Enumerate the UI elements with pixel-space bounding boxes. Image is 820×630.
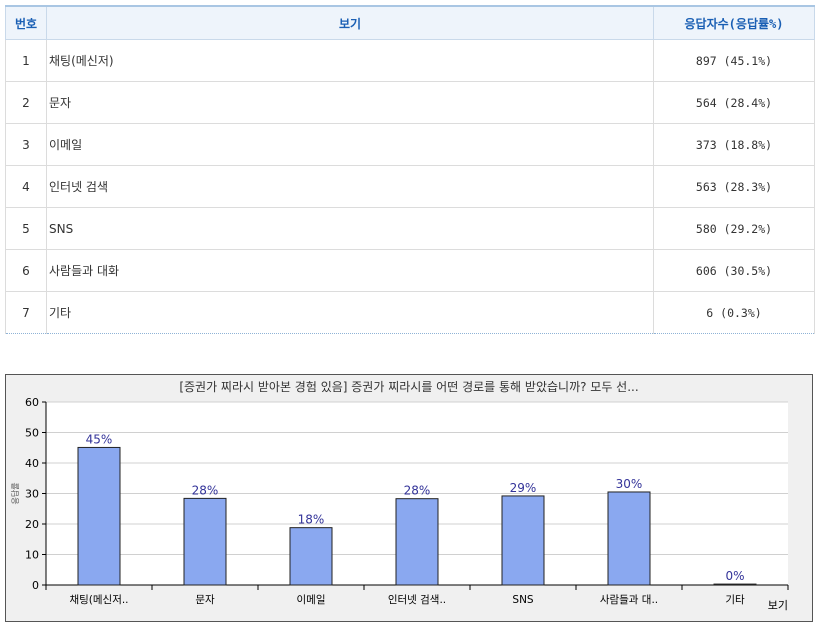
x-tick-label: 문자 — [195, 594, 215, 606]
table-row: 5 SNS 580 (29.2%) — [5, 207, 815, 250]
row-responses: 563 (28.3%) — [653, 165, 815, 208]
row-num: 1 — [5, 39, 47, 82]
x-tick-label: 기타 — [725, 594, 745, 606]
row-option: 사람들과 대화 — [46, 249, 654, 292]
row-option: 인터넷 검색 — [46, 165, 654, 208]
bar — [183, 497, 227, 586]
row-num: 5 — [5, 207, 47, 250]
bar — [607, 491, 651, 586]
bar-value-label: 30% — [616, 477, 643, 491]
bar-value-label: 18% — [298, 513, 325, 527]
row-option: SNS — [46, 207, 654, 250]
row-responses: 564 (28.4%) — [653, 81, 815, 124]
header-option: 보기 — [46, 5, 654, 40]
table-body: 1 채팅(메신저) 897 (45.1%) 2 문자 564 (28.4%) 3 이메일 373… — [5, 39, 815, 334]
bar-chart: [증권가 찌라시 받아본 경험 있음] 증권가 찌라시를 어떤 경로를 통해 받… — [10, 380, 789, 612]
chart-panel: [증권가 찌라시 받아본 경험 있음] 증권가 찌라시를 어떤 경로를 통해 받… — [5, 374, 813, 622]
x-tick-label: 인터넷 검색.. — [388, 594, 446, 606]
table-row: 4 인터넷 검색 563 (28.3%) — [5, 165, 815, 208]
y-tick-label: 40 — [25, 457, 39, 470]
y-tick-label: 10 — [25, 549, 39, 562]
row-responses: 373 (18.8%) — [653, 123, 815, 166]
bar-value-label: 0% — [725, 569, 744, 583]
y-axis-label: 응답률 — [10, 482, 20, 504]
x-tick-label: 이메일 — [297, 593, 326, 606]
row-responses: 897 (45.1%) — [653, 39, 815, 82]
y-tick-label: 20 — [25, 518, 39, 531]
bar-value-label: 45% — [86, 432, 113, 446]
y-tick-label: 60 — [25, 396, 39, 409]
row-responses: 6 (0.3%) — [653, 291, 815, 334]
header-num: 번호 — [5, 5, 47, 40]
row-num: 3 — [5, 123, 47, 166]
x-axis-label: 보기 — [768, 599, 788, 612]
header-responses: 응답자수(응답률%) — [653, 5, 815, 40]
bar — [501, 495, 545, 586]
row-option: 문자 — [46, 81, 654, 124]
x-tick-label: SNS — [512, 594, 534, 606]
y-tick-label: 50 — [25, 427, 39, 440]
survey-results-table: 번호 보기 응답자수(응답률%) 1 채팅(메신저) 897 (45.1%) 2 문자 5… — [5, 5, 815, 334]
table-row: 7 기타 6 (0.3%) — [5, 291, 815, 334]
row-option: 이메일 — [46, 123, 654, 166]
bar — [395, 498, 439, 586]
bar-value-label: 28% — [192, 483, 219, 497]
y-tick-label: 0 — [32, 579, 39, 592]
bar — [77, 446, 121, 586]
row-responses: 580 (29.2%) — [653, 207, 815, 250]
x-tick-label: 채팅(메신저.. — [69, 594, 128, 606]
bar — [289, 527, 333, 586]
row-num: 4 — [5, 165, 47, 208]
table-row: 2 문자 564 (28.4%) — [5, 81, 815, 124]
row-option: 채팅(메신저) — [46, 39, 654, 82]
row-option: 기타 — [46, 291, 654, 334]
table-row: 3 이메일 373 (18.8%) — [5, 123, 815, 166]
chart-title: [증권가 찌라시 받아본 경험 있음] 증권가 찌라시를 어떤 경로를 통해 받… — [179, 380, 638, 394]
bar-value-label: 29% — [510, 481, 537, 495]
row-responses: 606 (30.5%) — [653, 249, 815, 292]
table-row: 6 사람들과 대화 606 (30.5%) — [5, 249, 815, 292]
bar-value-label: 28% — [404, 484, 431, 498]
row-num: 7 — [5, 291, 47, 334]
x-tick-label: 사람들과 대.. — [600, 593, 658, 606]
table-row: 1 채팅(메신저) 897 (45.1%) — [5, 39, 815, 82]
y-tick-label: 30 — [25, 488, 39, 501]
bar — [713, 583, 757, 586]
row-num: 2 — [5, 81, 47, 124]
row-num: 6 — [5, 249, 47, 292]
table-header-row: 번호 보기 응답자수(응답률%) — [5, 5, 815, 40]
